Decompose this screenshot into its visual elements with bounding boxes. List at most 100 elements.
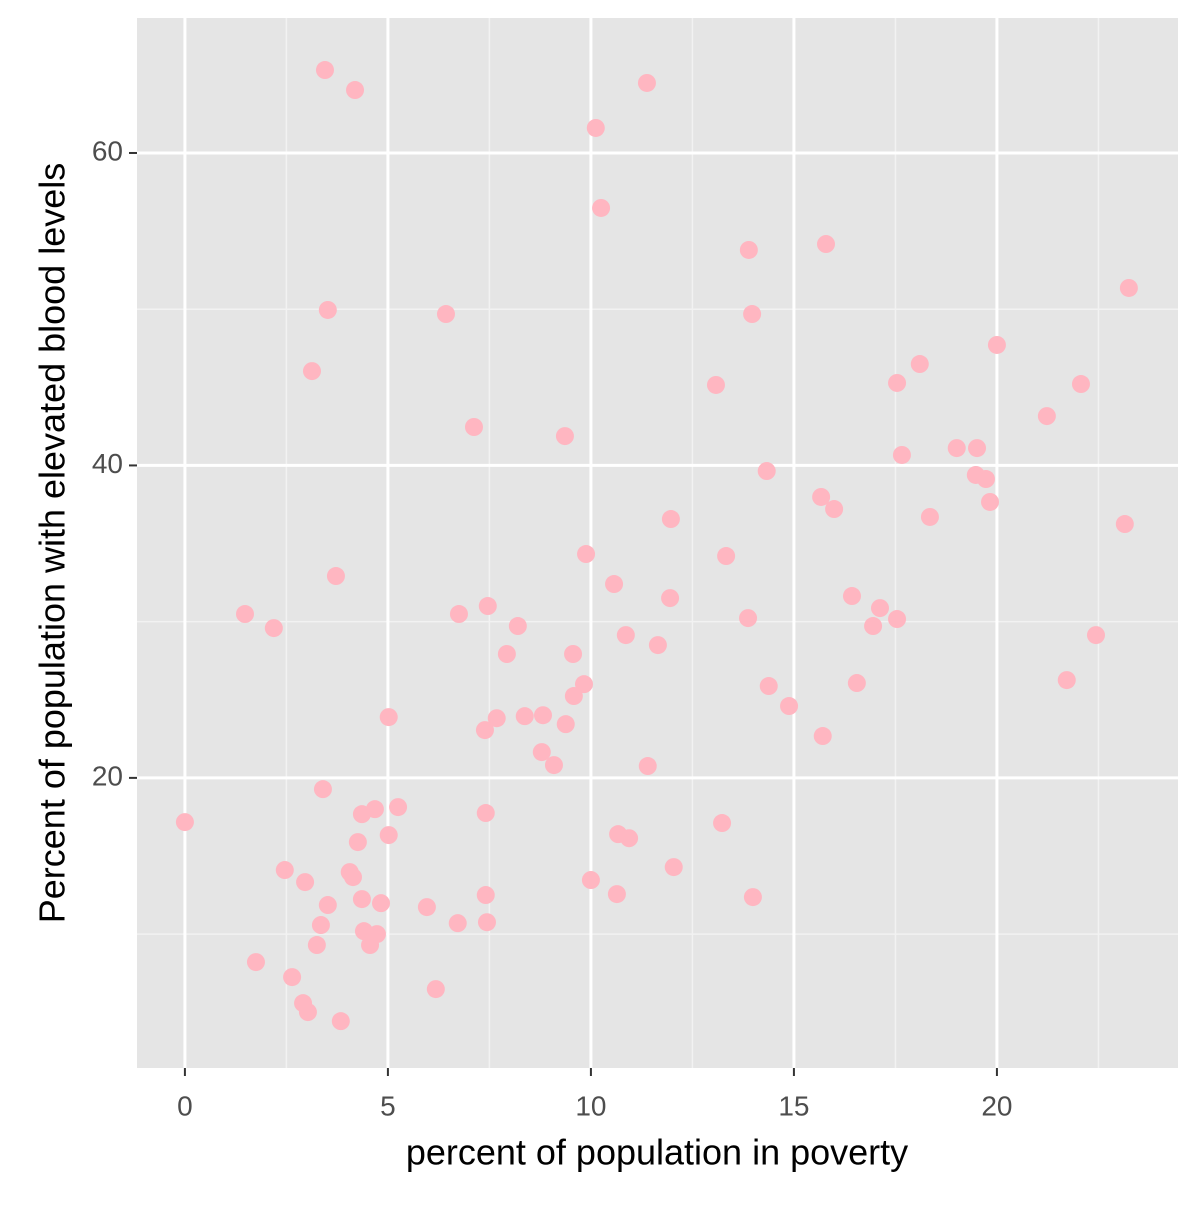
point [487,709,506,728]
point [812,487,831,506]
point [372,894,391,913]
point [661,589,680,608]
point [448,914,467,933]
point [888,373,907,392]
point [311,916,330,935]
panel [137,18,1178,1068]
point [478,597,497,616]
point [379,826,398,845]
point [920,507,939,526]
x-axis-title: percent of population in poverty [406,1132,908,1173]
point [976,470,995,489]
point [564,687,583,706]
point [637,73,656,92]
point [296,873,315,892]
point [318,300,337,319]
point [607,885,626,904]
point [577,545,596,564]
point [246,953,265,972]
point [302,362,321,381]
point [638,757,657,776]
point [847,674,866,693]
point [315,61,334,80]
point [497,644,516,663]
point [870,599,889,618]
y-tick-label: 40 [92,448,123,479]
y-tick-label: 60 [92,135,123,166]
point [739,609,758,628]
point [757,462,776,481]
point [318,896,337,915]
point [575,675,594,694]
point [816,235,835,254]
point [888,610,907,629]
point [1115,515,1134,534]
point [544,756,563,775]
y-tick-label: 20 [92,760,123,791]
point [436,305,455,324]
point [426,980,445,999]
point [1086,626,1105,645]
point [648,636,667,655]
point [947,439,966,458]
point [910,355,929,374]
point [343,868,362,887]
x-tick-label: 20 [981,1090,1012,1121]
point [307,936,326,955]
point [743,305,762,324]
point [556,715,575,734]
point [532,743,551,762]
x-tick-label: 5 [380,1090,396,1121]
point [739,240,758,259]
point [175,813,194,832]
point [361,936,380,955]
point [842,587,861,606]
point [331,1012,350,1031]
point [235,605,254,624]
point [564,644,583,663]
point [389,798,408,817]
point [892,445,911,464]
point [508,617,527,636]
point [825,500,844,519]
y-axis-title: Percent of population with elevated bloo… [32,163,73,924]
point [759,677,778,696]
point [661,510,680,529]
point [620,829,639,848]
x-tick-label: 0 [177,1090,193,1121]
point [981,492,1000,511]
point [706,375,725,394]
point [275,861,294,880]
point [476,886,495,905]
point [464,418,483,437]
point [592,198,611,217]
point [581,871,600,890]
point [475,721,494,740]
point [534,706,553,725]
point [864,617,883,636]
point [717,547,736,566]
point [348,833,367,852]
point [987,335,1006,354]
point [313,780,332,799]
point [326,567,345,586]
point [1119,278,1138,297]
point [1037,407,1056,426]
point [743,888,762,907]
point [813,727,832,746]
point [1071,375,1090,394]
point [664,858,683,877]
point [417,898,436,917]
point [1057,671,1076,690]
x-tick-label: 10 [575,1090,606,1121]
point [477,913,496,932]
point [264,619,283,638]
point [555,427,574,446]
point [449,605,468,624]
point [379,708,398,727]
point [586,118,605,137]
point [780,697,799,716]
point [352,890,371,909]
